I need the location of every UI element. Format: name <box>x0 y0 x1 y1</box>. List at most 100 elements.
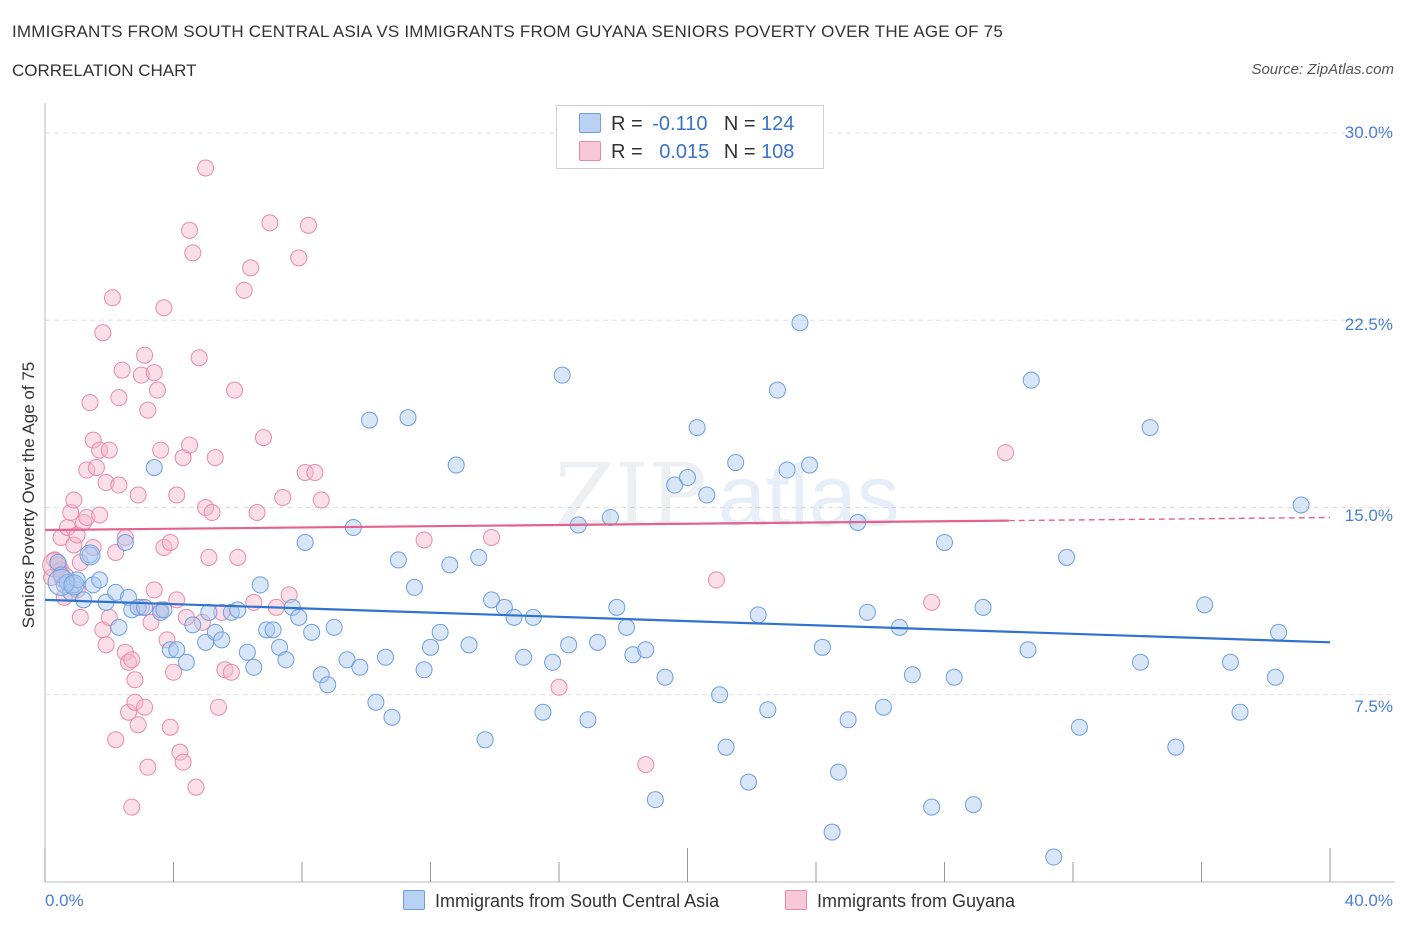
south-central-asia-point <box>399 409 417 427</box>
guyana-point <box>168 486 186 504</box>
south-central-asia-point <box>79 544 101 566</box>
south-central-asia-point <box>1167 738 1185 756</box>
south-central-asia-point <box>1292 496 1310 514</box>
r-value: 0.015 <box>659 141 710 163</box>
south-central-asia-point <box>49 553 67 571</box>
guyana-point <box>174 753 192 771</box>
south-central-asia-point <box>656 668 674 686</box>
south-central-asia-point <box>974 598 992 616</box>
guyana-point <box>235 281 253 299</box>
south-central-asia-point <box>367 693 385 711</box>
guyana-point <box>110 389 128 407</box>
south-central-asia-point <box>1141 419 1159 437</box>
guyana-point <box>193 613 211 631</box>
guyana-point <box>136 346 154 364</box>
south-central-asia-point <box>579 711 597 729</box>
south-central-asia-point <box>791 314 809 332</box>
legend-label: Immigrants from South Central Asia <box>435 891 720 911</box>
south-central-asia-point <box>360 411 378 429</box>
south-central-asia-point <box>145 459 163 477</box>
y-axis-label: Seniors Poverty Over the Age of 75 <box>19 361 38 629</box>
south-central-asia-point <box>515 648 533 666</box>
south-central-asia-point <box>213 631 231 649</box>
y-tick-7-5: 7.5% <box>1354 697 1393 716</box>
guyana-point <box>242 259 260 277</box>
south-central-asia-point <box>290 608 308 626</box>
guyana-point <box>161 533 179 551</box>
guyana-point <box>145 581 163 599</box>
guyana-point <box>229 548 247 566</box>
south-central-asia-point <box>245 658 263 676</box>
legend-item-south-central-asia: Immigrants from South Central Asia <box>403 890 719 912</box>
axes <box>44 103 1395 883</box>
x-tick-40: 40.0% <box>1344 891 1393 910</box>
south-central-asia-point <box>168 641 186 659</box>
guyana-point <box>637 756 655 774</box>
guyana-point <box>120 653 138 671</box>
guyana-point <box>65 536 83 554</box>
n-label: N = <box>723 113 756 135</box>
south-central-asia-point <box>405 578 423 596</box>
guyana-point <box>126 693 144 711</box>
guyana-point <box>84 431 102 449</box>
south-central-asia-point <box>711 686 729 704</box>
guyana-point <box>306 464 324 482</box>
south-central-asia-point <box>964 796 982 814</box>
south-central-asia-point <box>749 606 767 624</box>
south-central-asia-point <box>1196 596 1214 614</box>
south-central-asia-point <box>813 638 831 656</box>
guyana-point <box>65 491 83 509</box>
south-central-asia-point <box>303 623 321 641</box>
guyana-point <box>181 436 199 454</box>
guyana-point <box>200 548 218 566</box>
y-tick-30: 30.0% <box>1344 123 1393 142</box>
south-central-asia-point <box>81 546 99 564</box>
south-central-asia-point <box>544 653 562 671</box>
legend-item-guyana: Immigrants from Guyana <box>785 890 1015 912</box>
source-label: Source: ZipAtlas.com <box>1251 61 1394 78</box>
guyana-point <box>483 528 501 546</box>
guyana-point <box>132 366 150 384</box>
south-central-asia-point <box>778 461 796 479</box>
guyana-point <box>209 698 227 716</box>
guyana-point <box>299 216 317 234</box>
south-central-asia-point <box>110 618 128 636</box>
guyana-point <box>129 716 147 734</box>
guyana-point <box>312 491 330 509</box>
guyana-point <box>187 778 205 796</box>
south-central-asia-point <box>1070 718 1088 736</box>
south-central-asia-point <box>608 598 626 616</box>
south-central-asia-point <box>637 641 655 659</box>
south-central-asia-point <box>601 508 619 526</box>
guyana-point <box>184 244 202 262</box>
guyana-point <box>261 214 279 232</box>
south-central-asia-point <box>646 791 664 809</box>
guyana-point <box>280 586 298 604</box>
south-central-asia-point <box>666 476 684 494</box>
guyana-point <box>148 381 166 399</box>
south-central-asia-point <box>200 603 218 621</box>
watermark: ZIP atlas <box>555 446 900 546</box>
south-central-asia-point <box>441 556 459 574</box>
guyana-trend-line-extension <box>1008 516 1331 522</box>
guyana-point <box>181 221 199 239</box>
south-central-asia-point <box>277 651 295 669</box>
r-label: R = <box>611 113 643 135</box>
guyana-point <box>113 361 131 379</box>
south-central-asia-point <box>589 633 607 651</box>
pink-swatch <box>785 890 807 910</box>
south-central-asia-point <box>447 456 465 474</box>
south-central-asia-point <box>823 823 841 841</box>
south-central-asia-point <box>483 591 501 609</box>
guyana-point <box>415 531 433 549</box>
y-tick-15: 15.0% <box>1344 506 1393 525</box>
guyana-point <box>206 449 224 467</box>
south-central-asia-point <box>184 616 202 634</box>
blue-swatch <box>403 890 425 910</box>
south-central-asia-point <box>858 603 876 621</box>
guyana-point <box>103 289 121 307</box>
guyana-point <box>81 394 99 412</box>
guyana-point <box>78 508 96 526</box>
south-central-asia-point <box>1131 653 1149 671</box>
n-value: 108 <box>761 141 795 163</box>
